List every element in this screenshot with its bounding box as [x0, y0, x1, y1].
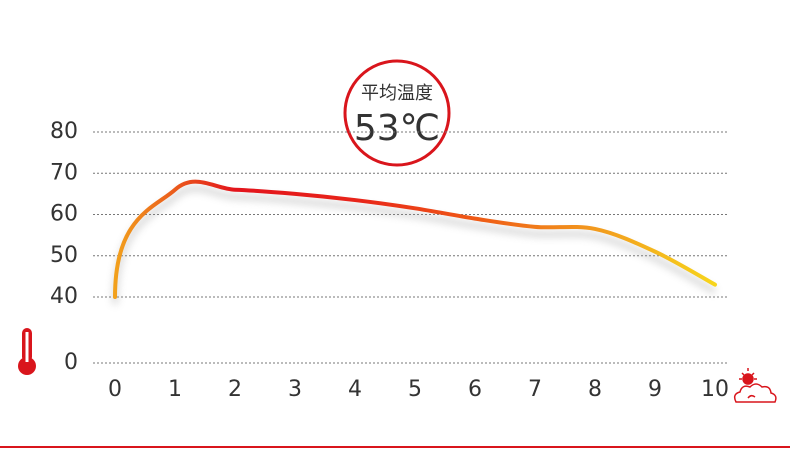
annotation-circle [343, 59, 451, 167]
y-tick-label: 80 [50, 119, 78, 144]
y-tick-label: 70 [50, 160, 78, 185]
x-tick-label: 6 [468, 377, 482, 402]
annotation-text: 53℃ [354, 108, 440, 149]
x-tick-label: 7 [528, 377, 542, 402]
y-tick-label: 60 [50, 202, 78, 227]
x-tick-label: 4 [348, 377, 362, 402]
x-tick-label: 2 [228, 377, 242, 402]
x-tick-label: 5 [408, 377, 422, 402]
weather-icon [733, 368, 777, 403]
x-tick-label: 3 [288, 377, 302, 402]
y-tick-label: 40 [50, 284, 78, 309]
x-tick-label: 0 [108, 377, 122, 402]
x-tick-label: 1 [168, 377, 182, 402]
x-tick-label: 8 [588, 377, 602, 402]
line-shadow [112, 186, 717, 305]
line [113, 179, 717, 299]
thermometer-icon [18, 328, 36, 375]
x-tick-label: 9 [648, 377, 662, 402]
annotation-title: 平均温度 [361, 83, 433, 104]
x-tick-label: 10 [701, 377, 729, 402]
y-tick-label: 0 [64, 350, 78, 375]
y-tick-label: 50 [50, 243, 78, 268]
